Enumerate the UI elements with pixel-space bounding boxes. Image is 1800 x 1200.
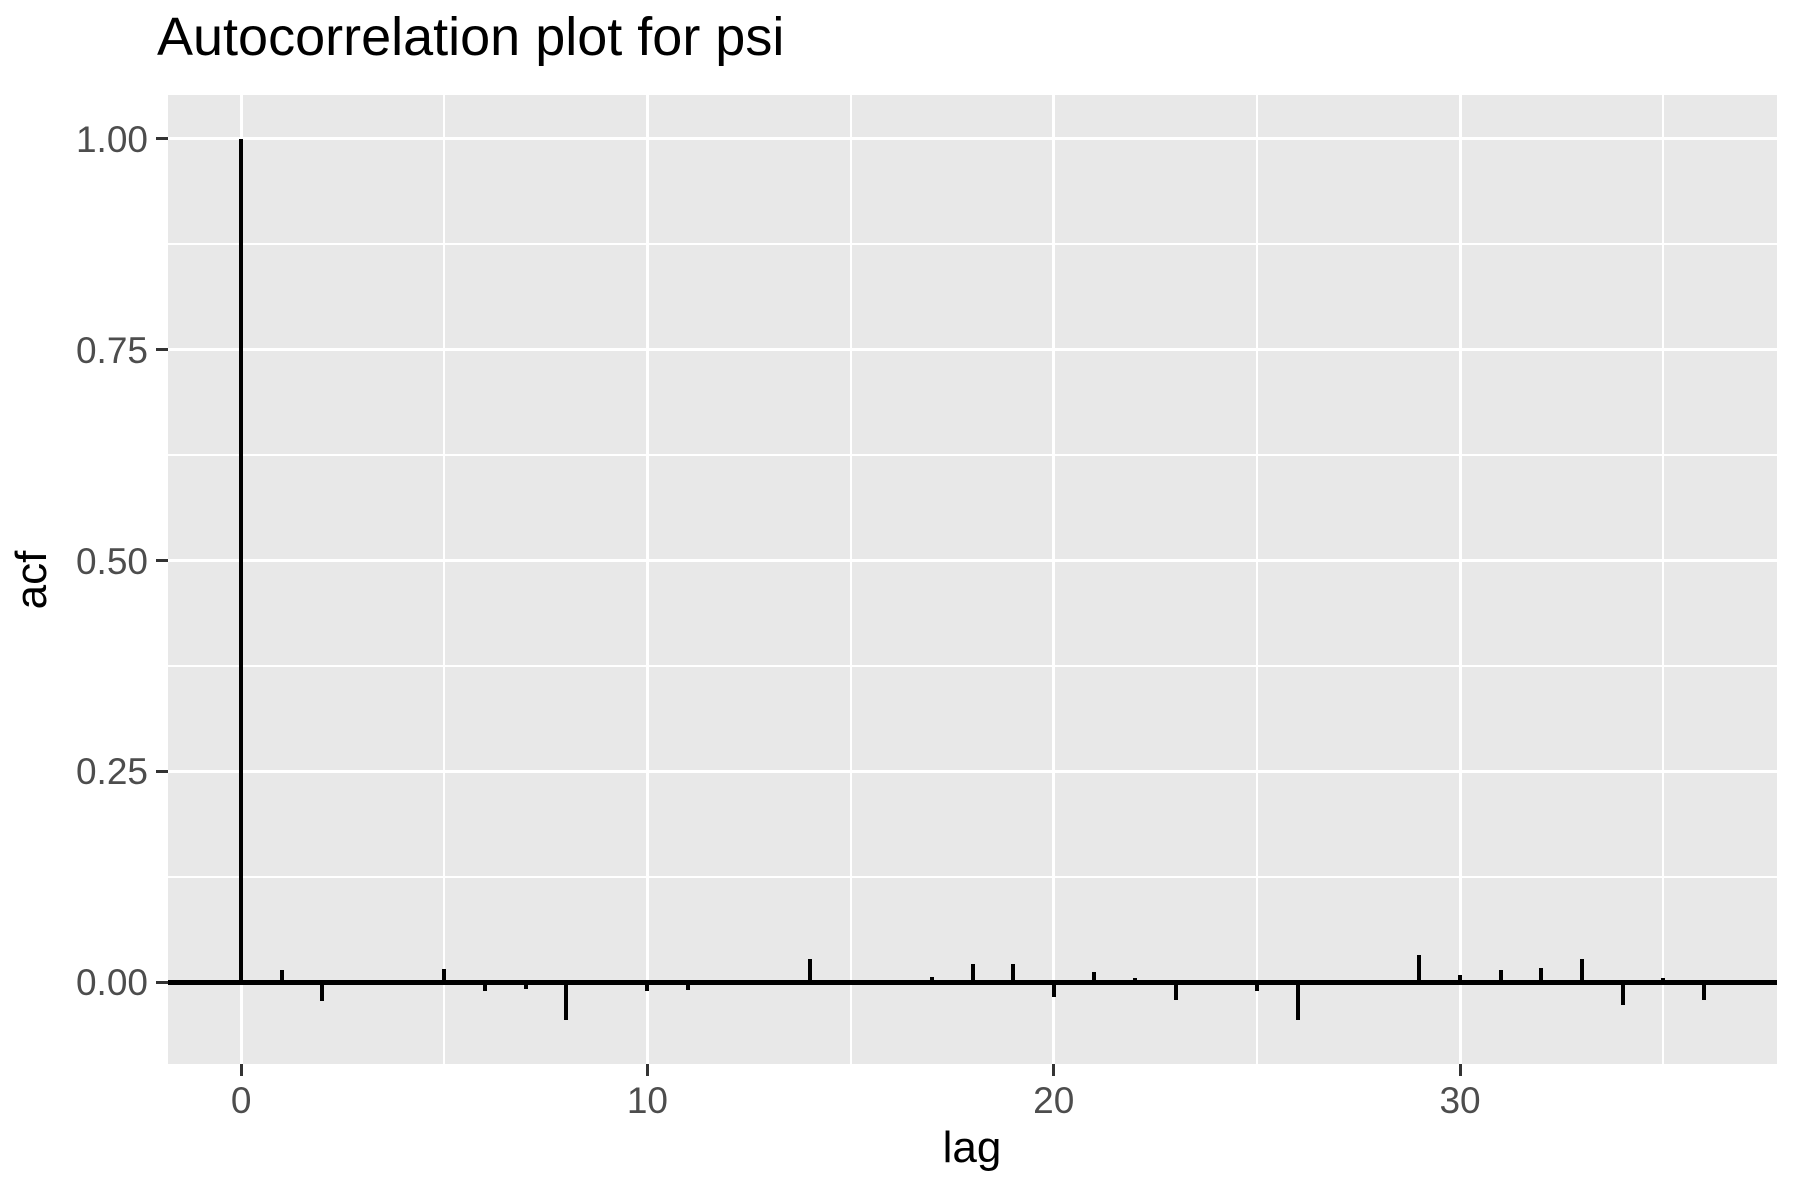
x-major-gridline bbox=[1458, 95, 1462, 1064]
y-tick-label: 1.00 bbox=[75, 118, 148, 160]
y-major-gridline bbox=[168, 559, 1777, 563]
y-major-gridline bbox=[168, 348, 1777, 352]
x-minor-gridline bbox=[1255, 95, 1258, 1064]
zero-reference-line bbox=[168, 979, 1777, 985]
x-axis-tick bbox=[239, 1064, 243, 1076]
y-minor-gridline bbox=[168, 454, 1777, 457]
acf-bar bbox=[1579, 959, 1584, 983]
y-axis-tick bbox=[156, 559, 168, 563]
acf-bar bbox=[564, 982, 569, 1021]
x-tick-label: 20 bbox=[1033, 1080, 1075, 1121]
acf-bar bbox=[1254, 982, 1259, 992]
x-axis-tick bbox=[1052, 1064, 1056, 1076]
x-major-gridline bbox=[645, 95, 649, 1064]
acf-bar bbox=[1498, 970, 1503, 983]
acf-bar bbox=[1539, 967, 1544, 983]
acf-bar bbox=[1092, 972, 1097, 983]
acf-bar bbox=[1173, 982, 1178, 1000]
acf-bar bbox=[482, 982, 487, 992]
x-tick-label: 0 bbox=[230, 1080, 252, 1121]
acf-bar bbox=[1458, 975, 1463, 983]
y-minor-gridline bbox=[168, 664, 1777, 667]
x-axis-title: lag bbox=[942, 1123, 1002, 1172]
acf-bar bbox=[1133, 977, 1138, 983]
x-tick-label: 30 bbox=[1439, 1080, 1481, 1121]
acf-bar bbox=[1011, 964, 1016, 983]
y-tick-label: 0.25 bbox=[75, 751, 148, 793]
acf-bar bbox=[970, 963, 975, 983]
acf-bar bbox=[645, 982, 650, 992]
acf-bar bbox=[1417, 955, 1422, 983]
x-minor-gridline bbox=[443, 95, 446, 1064]
y-axis-tick bbox=[156, 137, 168, 141]
acf-bar bbox=[1620, 982, 1625, 1005]
acf-bar bbox=[523, 982, 528, 989]
y-axis-tick bbox=[156, 348, 168, 352]
y-minor-gridline bbox=[168, 875, 1777, 878]
y-axis-tick bbox=[156, 980, 168, 984]
acf-bar bbox=[1295, 982, 1300, 1021]
x-minor-gridline bbox=[1662, 95, 1665, 1064]
acf-bar bbox=[686, 982, 691, 990]
x-axis-tick bbox=[645, 1064, 649, 1076]
acf-bar bbox=[320, 982, 325, 1001]
acf-bar bbox=[442, 968, 447, 983]
y-major-gridline bbox=[168, 137, 1777, 141]
y-tick-label: 0.00 bbox=[75, 962, 148, 1004]
plot-panel bbox=[168, 95, 1777, 1064]
y-minor-gridline bbox=[168, 243, 1777, 246]
y-axis-tick bbox=[156, 769, 168, 773]
x-major-gridline bbox=[1052, 95, 1056, 1064]
y-tick-label: 0.50 bbox=[75, 540, 148, 582]
x-minor-gridline bbox=[849, 95, 852, 1064]
plot-title: Autocorrelation plot for psi bbox=[157, 7, 785, 67]
acf-bar bbox=[1661, 977, 1666, 983]
acf-bar bbox=[807, 958, 812, 983]
acf-bar bbox=[929, 977, 934, 983]
acf-bar bbox=[279, 969, 284, 983]
y-tick-label: 0.75 bbox=[75, 329, 148, 371]
acf-bar bbox=[1701, 982, 1706, 1000]
x-axis-tick bbox=[1458, 1064, 1462, 1076]
x-tick-label: 10 bbox=[626, 1080, 669, 1121]
y-major-gridline bbox=[168, 769, 1777, 773]
y-axis-title: acf bbox=[7, 550, 56, 609]
acf-bar bbox=[1051, 982, 1056, 998]
acf-bar bbox=[239, 138, 244, 983]
